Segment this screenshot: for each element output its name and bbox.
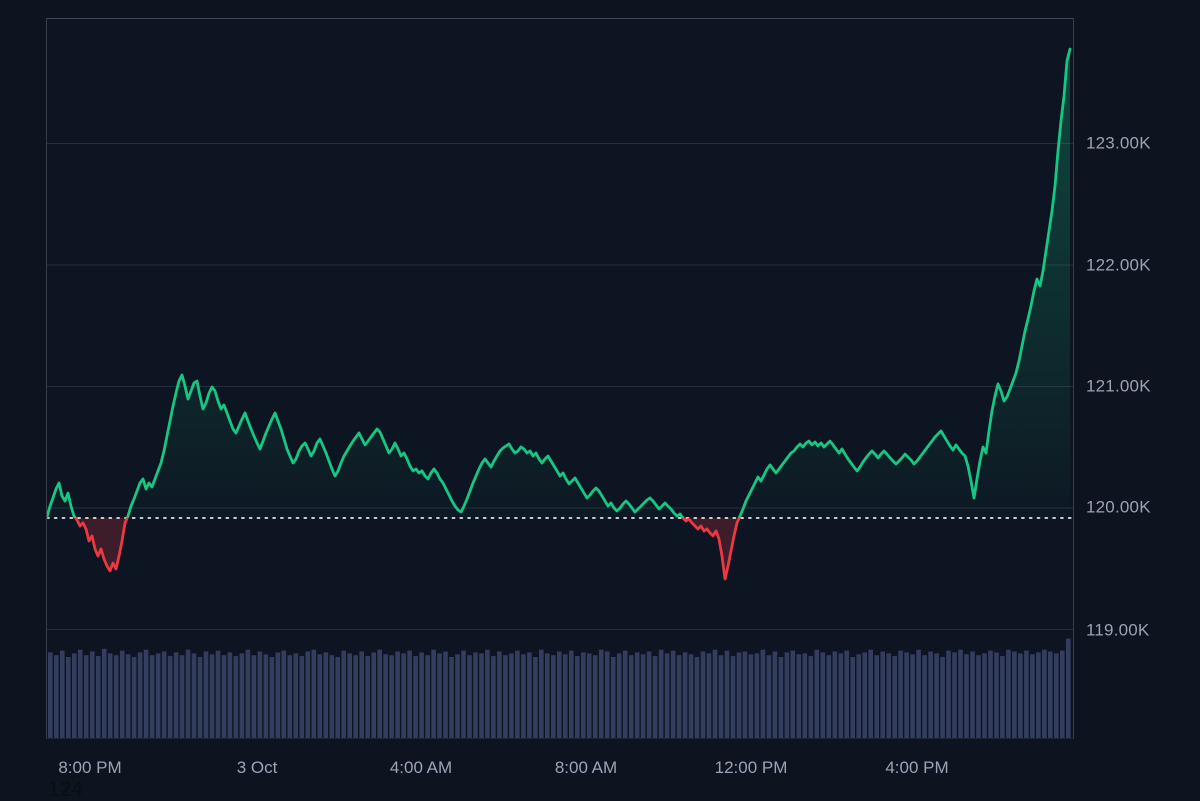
price-line-chart[interactable] — [47, 19, 1073, 738]
x-axis-label: 3 Oct — [236, 758, 278, 777]
y-axis-label: 120.00K — [1086, 497, 1151, 517]
price-line-up — [47, 47, 1072, 518]
x-axis-label: 12:00 PM — [714, 758, 788, 777]
x-axis-label: 8:00 AM — [554, 758, 618, 777]
x-axis-label: 4:00 PM — [885, 758, 949, 777]
y-axis-label: 119.00K — [1086, 620, 1150, 640]
corner-number: 124 — [48, 778, 84, 801]
y-axis-label: 123.00K — [1086, 133, 1151, 153]
volume-bars — [48, 638, 1071, 738]
y-axis-label: 122.00K — [1086, 255, 1151, 275]
x-axis-label: 4:00 AM — [389, 758, 453, 777]
x-axis-label: 8:00 PM — [58, 758, 122, 777]
y-axis-label: 121.00K — [1086, 376, 1151, 396]
chart-plot-area[interactable] — [46, 18, 1074, 739]
